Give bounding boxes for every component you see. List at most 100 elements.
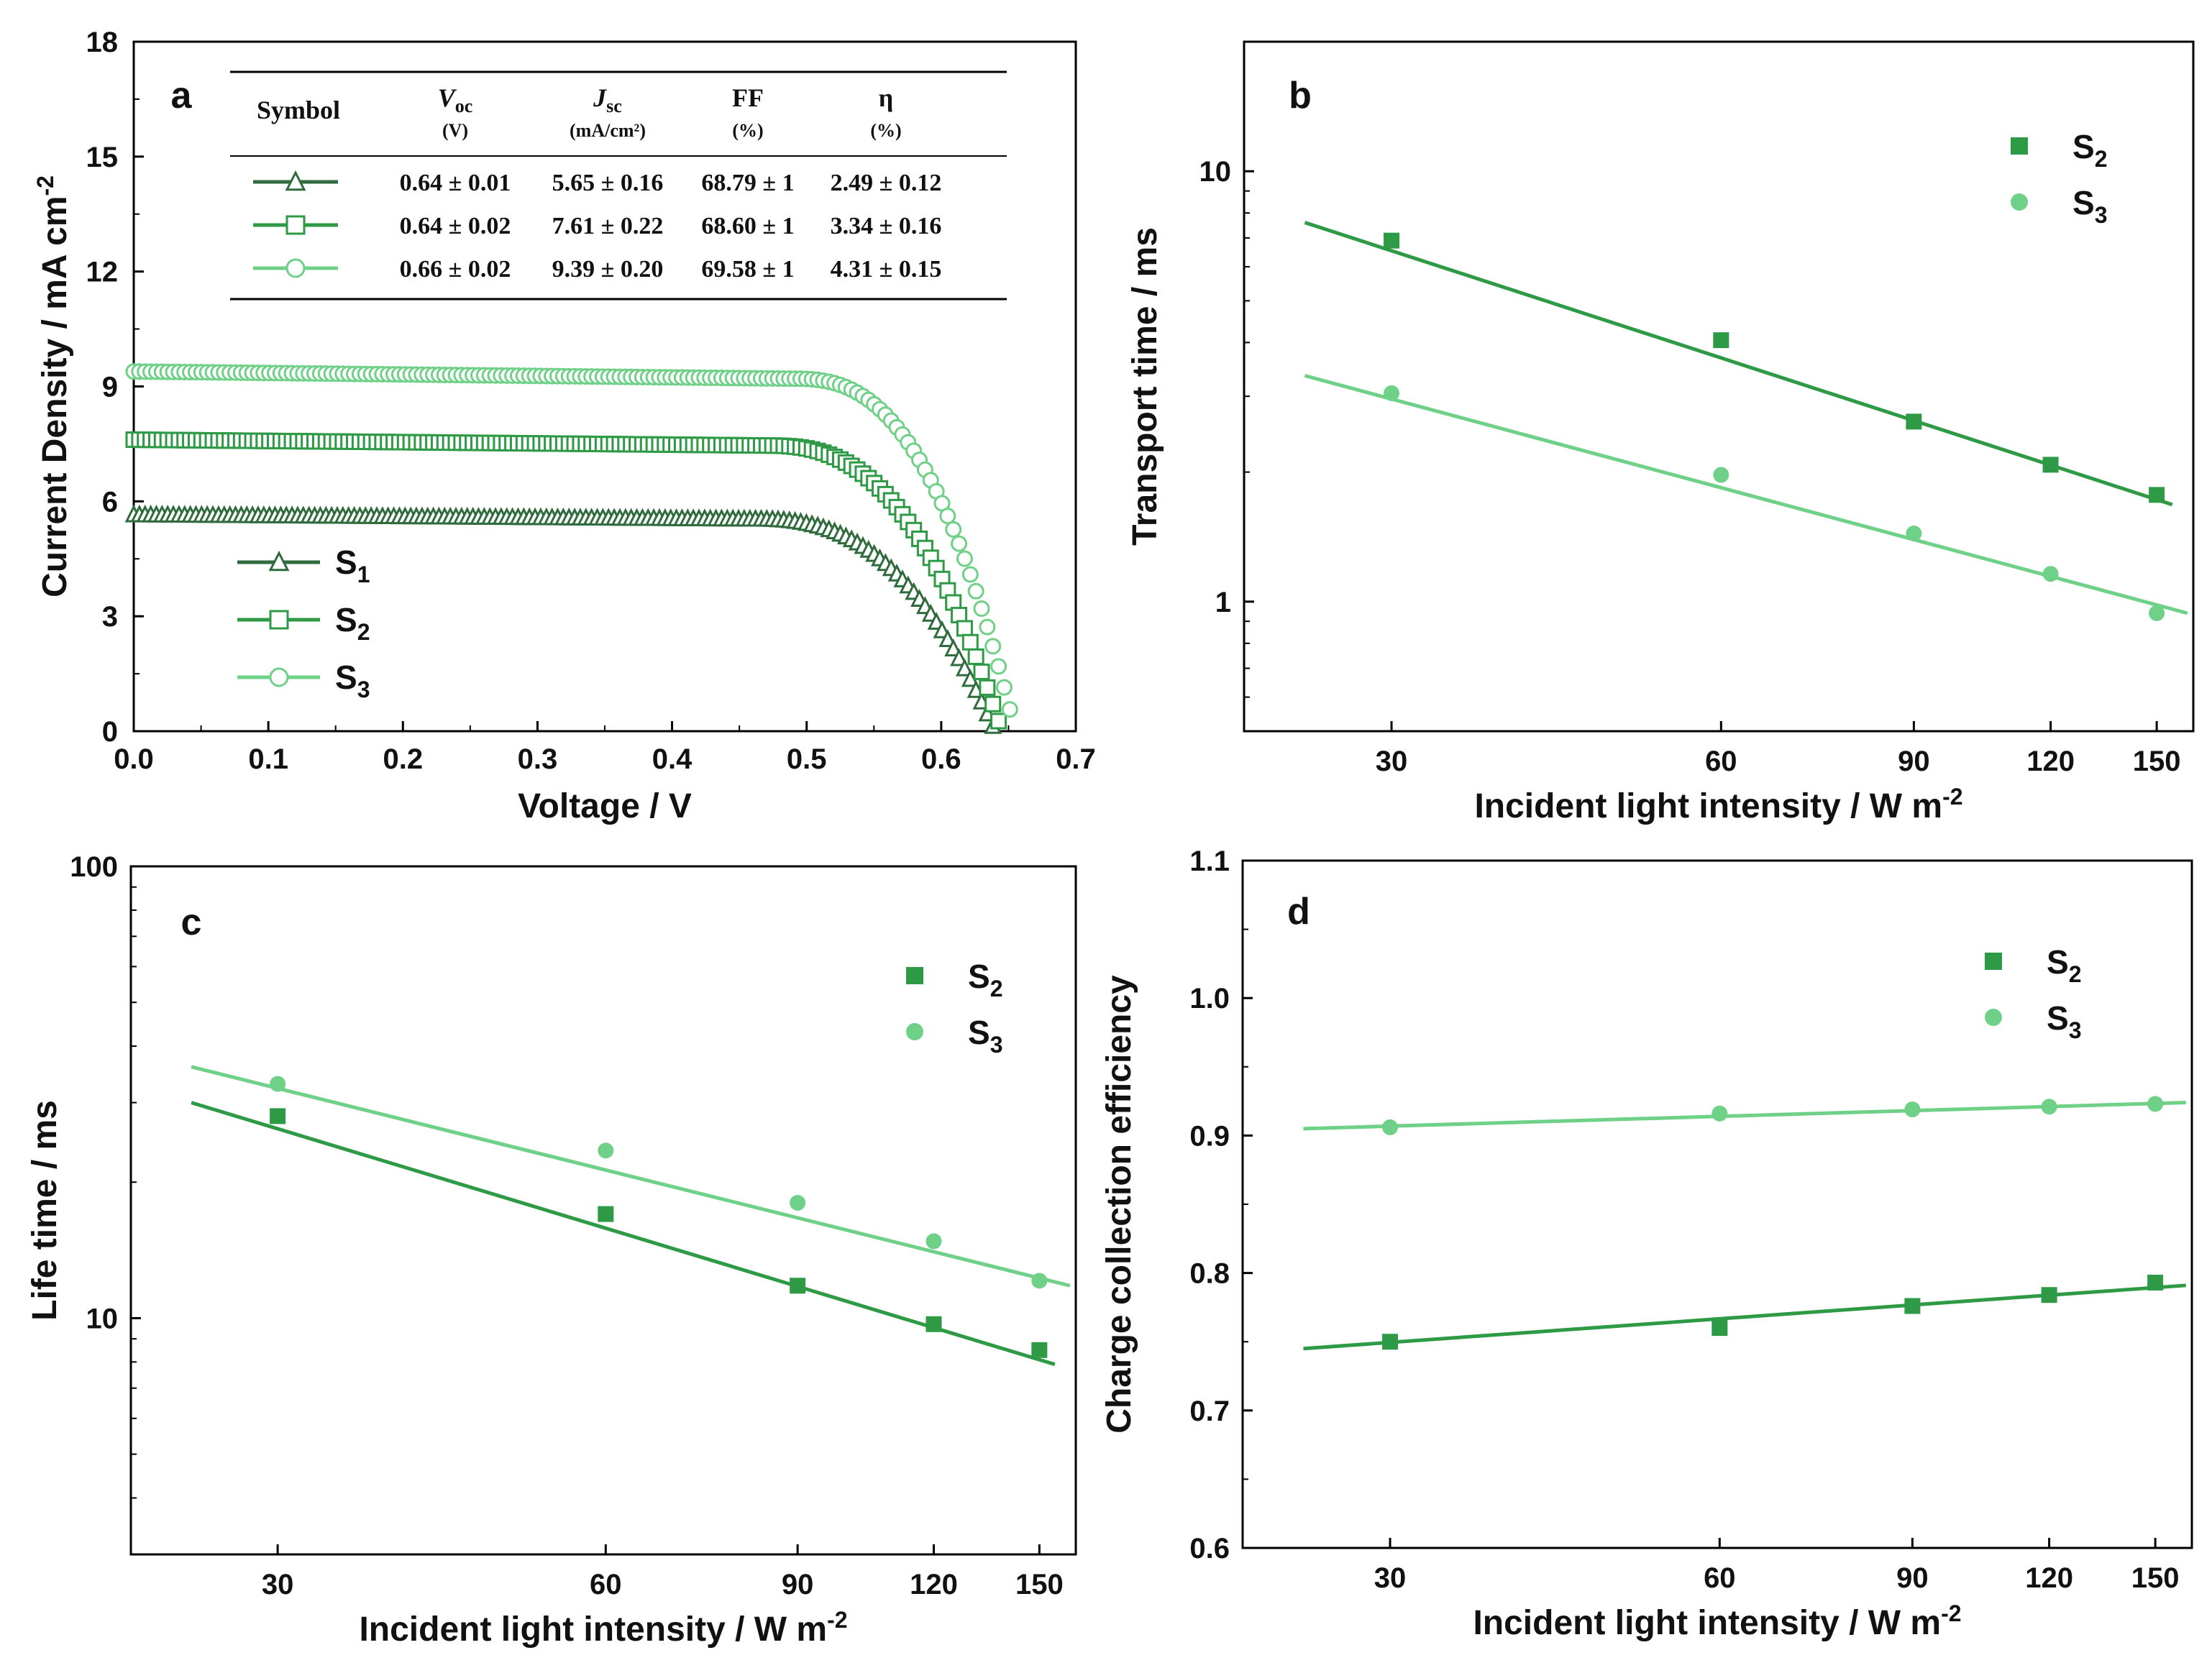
data-point [990, 712, 1007, 730]
x-tick-label: 0.6 [921, 743, 961, 775]
table-cell: 3.34 ± 0.16 [831, 213, 942, 239]
y-tick-label: 1 [1215, 587, 1231, 618]
table-row-marker [285, 215, 306, 235]
fit-line [191, 1065, 1071, 1288]
series-S2 [1304, 221, 2173, 507]
data-point [939, 508, 956, 525]
series-S3 [125, 363, 1018, 718]
panel-label: c [181, 902, 202, 943]
table-header-unit: (%) [870, 120, 901, 141]
y-tick-label: 3 [102, 601, 118, 633]
panel-label: a [171, 75, 193, 116]
y-tick-label: 18 [86, 27, 119, 58]
data-point [1382, 1119, 1399, 1135]
x-tick-label: 0.1 [248, 743, 288, 775]
table-cell: 9.39 ± 0.20 [552, 256, 664, 283]
data-point [1906, 413, 1922, 430]
table-cell: 68.60 ± 1 [701, 213, 794, 239]
plot-frame [1243, 40, 2195, 733]
x-tick-label: 60 [590, 1569, 622, 1600]
table-cell: 0.64 ± 0.01 [400, 170, 511, 196]
data-point [944, 638, 963, 656]
y-tick-label: 0.6 [1189, 1533, 1230, 1564]
y-axis-label: Life time / ms [26, 1100, 64, 1321]
legend-label: S2 [968, 958, 1002, 1002]
x-tick-label: 90 [1896, 1562, 1929, 1594]
legend-label: S2 [335, 601, 370, 645]
table-header: η [879, 83, 893, 112]
legend-marker [906, 1023, 923, 1040]
data-point [1711, 1105, 1728, 1122]
y-axis-label: Charge collection efficiency [1100, 975, 1138, 1434]
y-tick-label: 10 [86, 1303, 119, 1334]
data-point [598, 1142, 614, 1159]
legend-marker [2011, 193, 2028, 211]
data-point [1711, 1320, 1728, 1337]
table-header-unit: (mA/cm²) [570, 120, 646, 141]
data-point [990, 658, 1007, 675]
fit-line [1303, 1283, 2186, 1351]
y-tick-label: 0 [102, 716, 118, 748]
x-tick-label: 0.3 [518, 743, 558, 775]
data-point [1384, 232, 1400, 249]
data-point [950, 648, 968, 666]
x-tick-label: 150 [2133, 746, 2181, 777]
x-axis-label: Incident light intensity / W m-2 [359, 1607, 847, 1649]
data-point [2149, 487, 2165, 503]
fit-line [191, 1101, 1056, 1367]
series-S3 [1303, 1096, 2186, 1135]
table-row-marker [285, 258, 306, 278]
data-point [956, 550, 973, 567]
series-S2 [125, 431, 1007, 730]
data-point [979, 679, 996, 696]
x-tick-label: 150 [2131, 1562, 2180, 1594]
data-point [967, 648, 984, 665]
inset-table: Symbol Voc (V) Jsc (mA/cm²) FF (%) η (%) 0.64 ± 0… [230, 70, 1007, 301]
data-point [984, 638, 1002, 655]
data-point [967, 582, 984, 600]
y-tick-label: 15 [86, 142, 119, 173]
legend-marker [268, 550, 290, 572]
panel-label: b [1289, 75, 1312, 116]
table-cell: 2.49 ± 0.12 [831, 170, 942, 196]
data-point [270, 1076, 286, 1092]
legend-marker [2011, 137, 2028, 155]
table-cell: 5.65 ± 0.16 [552, 170, 664, 196]
panel-b: 30 60 90 120 150 1 10 Incident light intensity … [1126, 40, 2195, 825]
x-tick-label: 60 [1705, 746, 1737, 777]
x-tick-label: 120 [2026, 746, 2075, 777]
data-point [938, 629, 957, 648]
table-header: FF [732, 83, 764, 112]
x-tick-label: 60 [1704, 1562, 1736, 1594]
x-tick-label: 90 [1898, 746, 1930, 777]
table-cell: 69.58 ± 1 [701, 256, 794, 283]
legend-label: S3 [2047, 999, 2081, 1043]
y-tick-label: 10 [1199, 156, 1232, 188]
data-point [995, 679, 1013, 696]
legend-label: S3 [968, 1014, 1002, 1058]
y-axis-label: Transport time / ms [1126, 227, 1164, 546]
data-point [2147, 1096, 2164, 1112]
data-point [945, 521, 962, 538]
panel-c: 30 60 90 120 150 10 100 Incident light intensit… [26, 851, 1077, 1649]
data-point [270, 1108, 286, 1124]
data-point [1031, 1342, 1048, 1358]
series-S3 [1304, 374, 2188, 621]
table-cell: 0.66 ± 0.02 [400, 256, 511, 283]
x-tick-label: 0.2 [383, 743, 423, 775]
legend-marker [269, 667, 289, 687]
data-point [1713, 332, 1729, 349]
legend-marker [1985, 953, 2002, 970]
table-header: Voc [438, 83, 473, 116]
x-tick-label: 30 [262, 1569, 294, 1600]
panel-a: 0.0 0.1 0.2 0.3 0.4 0.5 0.6 0.7 0 3 6 9 12 15 18 Voltag… [32, 27, 1096, 825]
fit-line [1304, 374, 2188, 615]
data-point [1906, 526, 1922, 542]
y-tick-label: 100 [70, 851, 118, 883]
y-tick-label: 0.9 [1189, 1120, 1230, 1152]
table-header-unit: (V) [442, 120, 468, 141]
data-point [2041, 1099, 2057, 1115]
data-point [961, 566, 979, 583]
